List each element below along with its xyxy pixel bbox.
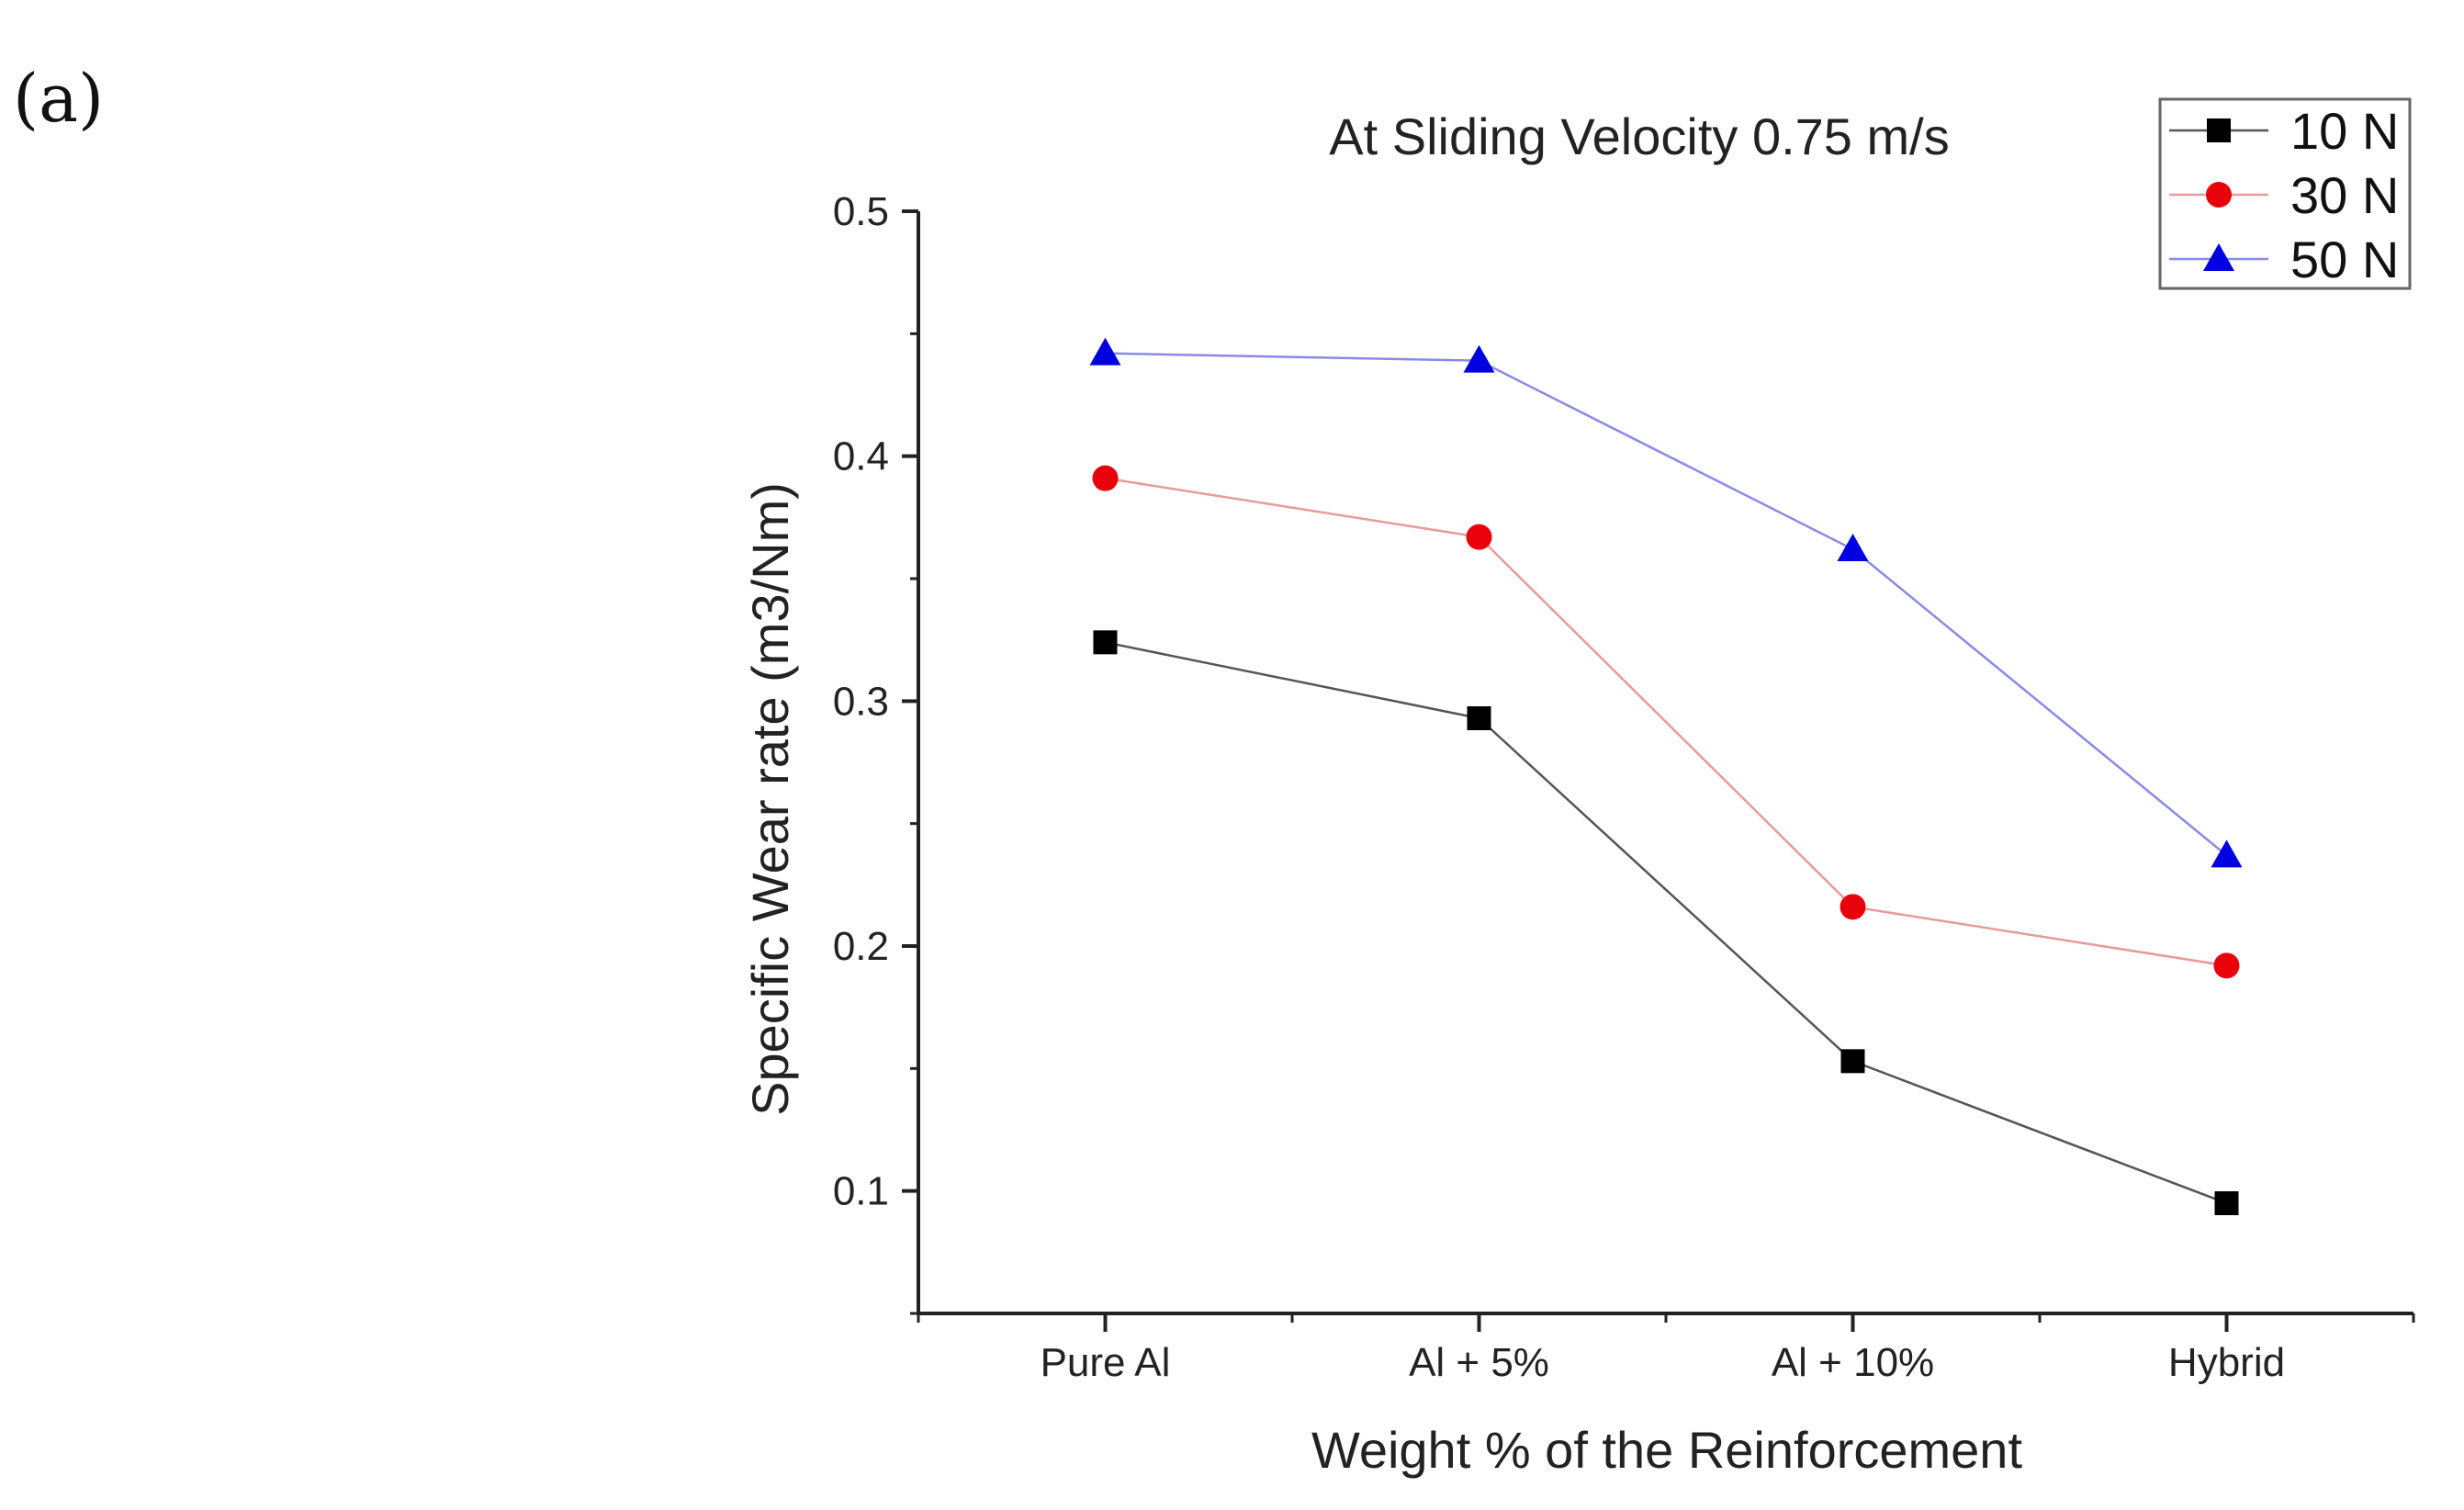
legend-label: 10 N <box>2290 102 2399 160</box>
x-tick-label: Al + 10% <box>1772 1340 1934 1385</box>
series-layer <box>1089 337 2243 1215</box>
legend-item: 10 N <box>2169 102 2399 160</box>
data-point <box>1089 337 1121 366</box>
legend-marker <box>2207 118 2231 142</box>
data-point <box>2213 952 2240 979</box>
series-line <box>1105 641 2227 1205</box>
series-line <box>1105 477 2227 967</box>
data-point <box>1840 1049 1865 1074</box>
data-point <box>2214 1191 2239 1215</box>
y-tick-label: 0.5 <box>833 189 889 234</box>
x-axis-label: Weight % of the Reinforcement <box>1311 1421 2022 1479</box>
legend-label: 50 N <box>2290 231 2399 288</box>
x-tick-label: Hybrid <box>2168 1340 2285 1385</box>
legend-items: 10 N 30 N 50 N <box>2169 102 2399 288</box>
legend-marker <box>2206 182 2232 208</box>
series-10-n <box>1093 630 2239 1215</box>
data-point <box>1092 465 1119 491</box>
panel-label: (a) <box>13 60 104 137</box>
data-point <box>1467 706 1491 730</box>
series-line <box>1105 352 2228 857</box>
legend-label: 30 N <box>2290 166 2399 224</box>
data-point <box>2211 840 2243 868</box>
y-axis-label: Specific Wear rate (m3/Nm) <box>741 482 799 1116</box>
legend: 10 N 30 N 50 N <box>2158 97 2412 290</box>
data-point <box>1466 524 1492 550</box>
axes <box>917 211 2413 1315</box>
chart-title: At Sliding Velocity 0.75 m/s <box>1329 107 1949 165</box>
legend-item: 50 N <box>2169 231 2399 288</box>
legend-item: 30 N <box>2169 166 2399 224</box>
series-50-n <box>1089 337 2243 868</box>
x-ticks: Pure Al Al + 5% Al + 10% Hybrid <box>917 1313 2415 1385</box>
y-tick-label: 0.1 <box>833 1169 889 1214</box>
legend-marker <box>2203 243 2234 271</box>
x-tick-label: Al + 5% <box>1409 1340 1549 1385</box>
y-tick-label: 0.2 <box>833 924 889 969</box>
data-point <box>1840 894 1866 920</box>
data-point <box>1463 344 1495 373</box>
data-point <box>1837 534 1869 561</box>
x-tick-label: Pure Al <box>1041 1340 1171 1385</box>
y-ticks: 0.1 0.2 0.3 0.4 0.5 <box>833 189 918 1315</box>
y-tick-label: 0.4 <box>833 434 889 479</box>
data-point <box>1093 630 1118 655</box>
series-30-n <box>1092 465 2240 979</box>
y-tick-label: 0.3 <box>833 679 889 724</box>
